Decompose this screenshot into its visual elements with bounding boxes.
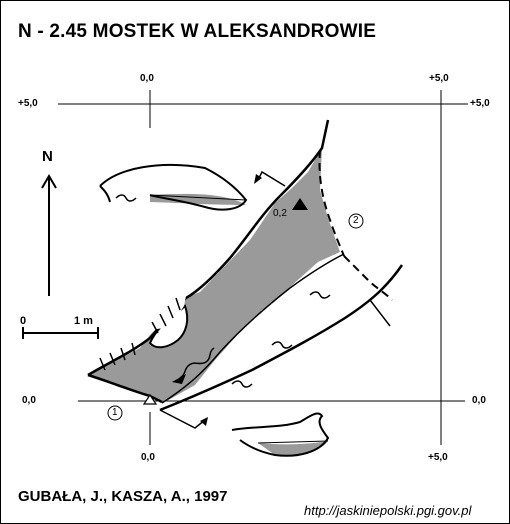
scale-label-meter: 1 m [74, 315, 93, 327]
map-title: N - 2.45 MOSTEK W ALEKSANDROWIE [18, 21, 377, 42]
cross-section-top [99, 163, 248, 211]
section-arrow-1 [159, 409, 206, 429]
cave-wall-right [318, 149, 345, 257]
grid-label-top-right: +5,0 [429, 73, 449, 84]
cross-section-bottom [231, 412, 330, 457]
point-label-2: 2 [353, 215, 359, 226]
grid-label-right-top: +5,0 [470, 98, 490, 109]
north-label: N [42, 148, 53, 165]
point-1-circle [107, 405, 123, 421]
section-line-2 [369, 299, 391, 327]
grid-label-right-bottom: 0,0 [472, 395, 486, 406]
rock-outcrop [150, 296, 186, 330]
cave-wall-lower [159, 264, 404, 412]
point-2-circle [348, 213, 364, 229]
height-label: 0,2 [273, 208, 287, 219]
stream-flow-line [179, 347, 215, 379]
grid-label-bottom-right: +5,0 [428, 452, 448, 463]
scale-bar [22, 327, 99, 339]
high-point-marker [292, 198, 308, 210]
grid-label-top-left: 0,0 [140, 73, 154, 84]
grid-label-bottom-left: 0,0 [141, 452, 155, 463]
point-label-1: 1 [112, 407, 118, 418]
scale-label-zero: 0 [20, 315, 27, 327]
survey-point-1-marker [142, 393, 158, 405]
water-edge-line [161, 253, 345, 404]
grid-label-left-top: +5,0 [18, 98, 38, 109]
grid-lines [58, 90, 468, 445]
cave-wall-lower-dashed [343, 255, 393, 301]
source-url: http://jaskiniepolski.pgi.gov.pl [304, 503, 472, 518]
slope-hatching [99, 297, 181, 371]
section-arrow-2 [257, 170, 286, 187]
authors-credit: GUBAŁA, J., KASZA, A., 1997 [18, 488, 228, 505]
cave-wall-left [87, 119, 330, 377]
stream-flow-arrow [172, 374, 186, 384]
grid-label-left-bottom: 0,0 [22, 395, 36, 406]
water-symbols [115, 194, 331, 454]
north-arrow-icon [41, 174, 57, 296]
